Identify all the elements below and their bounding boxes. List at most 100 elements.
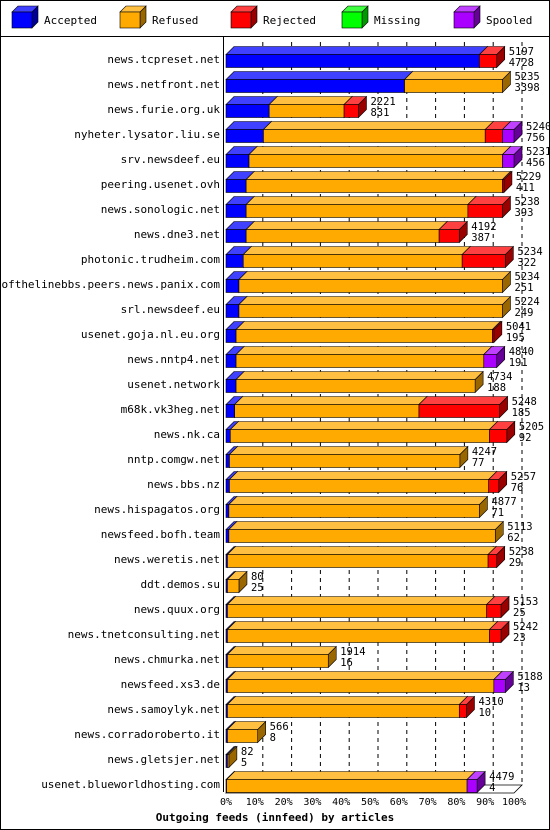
accepted-label: 62 xyxy=(507,532,520,544)
legend-label: Rejected xyxy=(263,14,316,27)
bar-segment-refused xyxy=(235,345,493,369)
total-label: 4840 xyxy=(509,346,534,358)
total-label: 5235 xyxy=(514,71,539,83)
bar-segment-refused xyxy=(226,745,238,769)
category-label: peering.usenet.ovh xyxy=(101,178,220,191)
accepted-label: 8 xyxy=(270,732,276,744)
bar-segment-refused xyxy=(229,420,499,444)
category-label: newsfeed.bofh.team xyxy=(101,528,221,541)
x-tick-label: 0% xyxy=(220,797,232,808)
bar-segment-accepted xyxy=(225,45,489,69)
total-label: 5257 xyxy=(511,471,536,483)
legend-item-refused: Refused xyxy=(119,5,198,29)
legend-label: Refused xyxy=(152,14,198,27)
accepted-label: 77 xyxy=(472,457,485,469)
category-label: news.tcpreset.net xyxy=(107,53,220,66)
total-label: 4192 xyxy=(471,221,496,233)
bar-segment-accepted xyxy=(225,120,273,144)
bar-segment-spooled xyxy=(483,345,506,369)
x-tick-label: 30% xyxy=(303,797,321,808)
legend-swatch xyxy=(341,5,369,29)
total-label: 5238 xyxy=(509,546,534,558)
category-label: news.furie.org.uk xyxy=(107,103,220,116)
category-label: news.samoylyk.net xyxy=(107,703,220,716)
bar-segment-rejected xyxy=(418,395,509,419)
legend-swatch xyxy=(230,5,258,29)
legend-item-accepted: Accepted xyxy=(11,5,97,29)
total-label: 82 xyxy=(241,746,254,758)
total-label: 5231 xyxy=(526,146,550,158)
category-label: news.bbs.nz xyxy=(147,478,220,491)
accepted-label: 16 xyxy=(340,657,353,669)
total-label: 5229 xyxy=(516,171,541,183)
accepted-label: 23 xyxy=(513,632,526,644)
legend-swatch xyxy=(119,5,147,29)
x-tick-label: 20% xyxy=(275,797,293,808)
bar-segment-refused xyxy=(226,670,503,694)
bar-segment-rejected xyxy=(461,245,515,269)
category-label: news.gletsjer.net xyxy=(107,753,220,766)
total-label: 566 xyxy=(270,721,289,733)
legend-swatch xyxy=(11,5,39,29)
total-label: 4734 xyxy=(487,371,512,383)
category-label: news.dne3.net xyxy=(134,228,220,241)
bar-segment-spooled xyxy=(493,670,515,694)
plot-area: news.tcpreset.net51974728news.netfront.n… xyxy=(0,42,550,808)
accepted-label: 4728 xyxy=(509,57,534,69)
total-label: 4479 xyxy=(489,771,514,783)
bar-segment-refused xyxy=(235,320,502,344)
category-label: nyheter.lysator.liu.se xyxy=(74,128,220,141)
bar-segment-spooled xyxy=(501,120,523,144)
bar-segment-rejected xyxy=(487,470,508,494)
x-tick-label: 60% xyxy=(390,797,408,808)
legend-label: Missing xyxy=(374,14,420,27)
category-label: m68k.vk3heg.net xyxy=(121,403,220,416)
bar-segment-refused xyxy=(226,595,496,619)
accepted-label: 251 xyxy=(514,282,533,294)
accepted-label: 195 xyxy=(506,332,525,344)
accepted-label: 191 xyxy=(509,357,528,369)
total-label: 5234 xyxy=(514,271,539,283)
accepted-label: 456 xyxy=(526,157,545,169)
accepted-label: 756 xyxy=(526,132,545,144)
total-label: 4877 xyxy=(491,496,516,508)
category-label: usenet.goja.nl.eu.org xyxy=(81,328,220,341)
category-label: news.quux.org xyxy=(134,603,220,616)
legend: Accepted Refused Rejected Missing Spooled xyxy=(11,5,532,29)
accepted-label: 387 xyxy=(471,232,490,244)
category-label: news.corradoroberto.it xyxy=(74,728,220,741)
bar-segment-refused xyxy=(226,545,497,569)
legend-label: Accepted xyxy=(44,14,97,27)
bar-segment-rejected xyxy=(487,545,506,569)
bar-segment-refused xyxy=(268,95,353,119)
accepted-label: 411 xyxy=(516,182,535,194)
accepted-label: 3398 xyxy=(514,82,539,94)
category-label: photonic.trudheim.com xyxy=(81,253,220,266)
x-axis: 0% 10% 20% 30% 40% 50% 60% 70% 80% 90% 100% xyxy=(220,797,526,808)
bar-segment-spooled xyxy=(501,145,523,169)
bar-segment-refused xyxy=(235,370,484,394)
total-label: 80 xyxy=(251,571,264,583)
bar-segment-refused xyxy=(225,770,476,794)
accepted-label: 25 xyxy=(513,607,526,619)
accepted-label: 29 xyxy=(509,557,522,569)
category-label: ddt.demos.su xyxy=(141,578,220,591)
total-label: 5205 xyxy=(519,421,544,433)
